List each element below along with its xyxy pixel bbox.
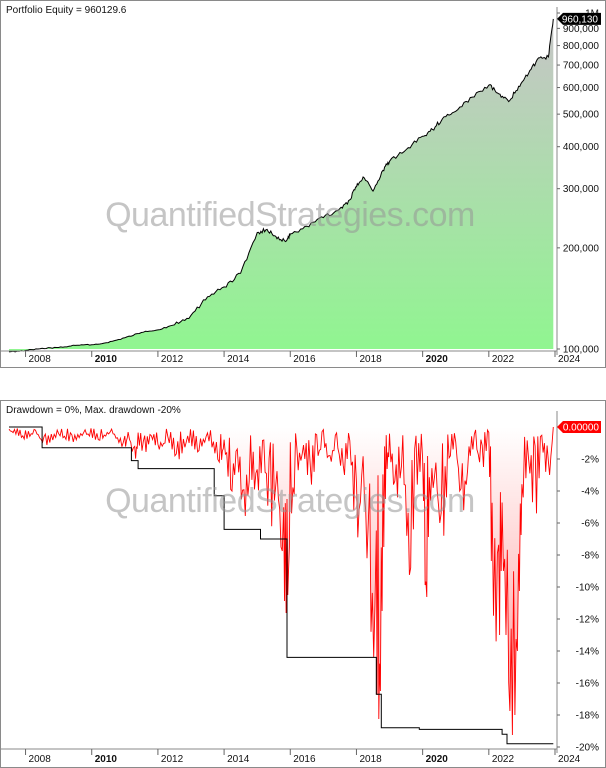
drawdown-y-tick-label: -12% [576, 615, 599, 626]
drawdown-y-tick-label: -14% [576, 647, 599, 658]
drawdown-y-tick-label: -18% [576, 711, 599, 722]
drawdown-line [8, 426, 554, 736]
equity-y-tick-label: 300,000 [563, 184, 600, 195]
equity-area-fill [9, 18, 554, 352]
equity-y-tick-label: 900,000 [563, 24, 600, 35]
equity-x-tick-label: 2024 [558, 354, 581, 365]
equity-x-tick-label: 2012 [161, 354, 184, 365]
drawdown-area-fill [9, 427, 554, 735]
drawdown-chart-panel: Drawdown = 0%, Max. drawdown -20% -2% -4%… [0, 400, 606, 768]
drawdown-x-tick-label: 2020 [426, 754, 449, 765]
equity-y-tick-label: 200,000 [563, 243, 600, 254]
max-drawdown-line [9, 426, 554, 745]
equity-line [8, 18, 554, 353]
drawdown-y-tick-label: -8% [581, 551, 599, 562]
equity-y-tick-label: 400,000 [563, 142, 600, 153]
drawdown-y-tick-label: -16% [576, 679, 599, 690]
equity-x-tick-label: 2014 [227, 354, 250, 365]
equity-x-tick-label: 2008 [29, 354, 52, 365]
drawdown-last-value-badge [557, 421, 601, 433]
drawdown-x-tick-label: 2008 [29, 754, 52, 765]
drawdown-chart-svg: -2% -4% -6% -8% -10% -12% -14% -16% -18% -20% 0.00… [1, 411, 601, 765]
equity-last-value-label: 960,130 [562, 14, 599, 25]
drawdown-y-tick-label: -10% [576, 583, 599, 594]
drawdown-x-tick-label: 2016 [293, 754, 316, 765]
equity-y-tick-label: 100,000 [563, 345, 600, 356]
drawdown-x-tick-label: 2014 [227, 754, 250, 765]
drawdown-x-tick-label: 2010 [95, 754, 118, 765]
equity-y-tick-label: 500,000 [563, 110, 600, 121]
drawdown-y-tick-label: -4% [581, 487, 599, 498]
equity-x-tick-label: 2010 [95, 354, 118, 365]
equity-x-tick-label: 2020 [426, 354, 449, 365]
equity-y-tick-label: 700,000 [563, 61, 600, 72]
drawdown-x-tick-label: 2018 [359, 754, 382, 765]
equity-x-tick-label: 2018 [359, 354, 382, 365]
equity-chart-title: Portfolio Equity = 960129.6 [6, 5, 127, 16]
equity-chart-panel: Portfolio Equity = 960129.6 1M900,000800… [0, 0, 606, 368]
equity-chart-svg: 1M900,000800,000700,000600,000500,000400… [1, 7, 601, 365]
equity-y-tick-label: 600,000 [563, 83, 600, 94]
drawdown-y-tick-label: -20% [576, 743, 599, 754]
equity-x-tick-label: 2016 [293, 354, 316, 365]
drawdown-y-tick-label: -2% [581, 455, 599, 466]
equity-last-value-badge [557, 12, 601, 25]
drawdown-x-tick-label: 2024 [558, 754, 581, 765]
drawdown-x-tick-label: 2022 [492, 754, 515, 765]
drawdown-chart-title: Drawdown = 0%, Max. drawdown -20% [6, 405, 181, 416]
drawdown-x-tick-label: 2012 [161, 754, 184, 765]
drawdown-y-tick-label: -6% [581, 519, 599, 530]
equity-x-tick-label: 2022 [492, 354, 515, 365]
drawdown-last-value-label: 0.00000 [563, 423, 600, 434]
equity-y-tick-label: 800,000 [563, 41, 600, 52]
